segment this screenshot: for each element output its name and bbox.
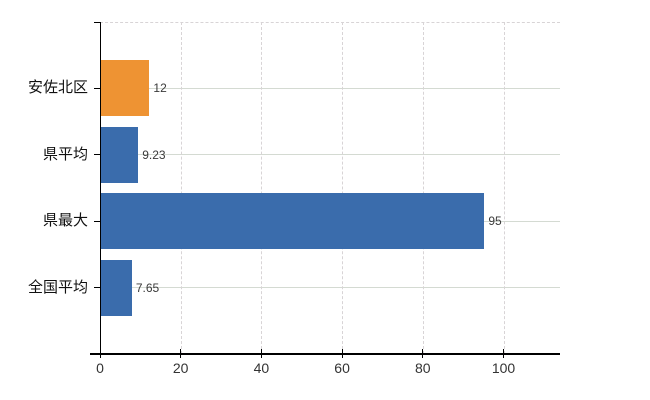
x-tick-label: 80 — [415, 360, 431, 376]
bar-value-label: 12 — [153, 81, 167, 96]
category-label: 県最大 — [42, 212, 88, 230]
x-axis-line — [90, 353, 560, 355]
y-axis-line — [99, 22, 101, 354]
gridline-horizontal — [100, 87, 560, 89]
gridline-horizontal — [100, 287, 560, 289]
gridline-vertical — [180, 22, 182, 354]
category-tick — [94, 287, 101, 289]
bar — [101, 60, 150, 117]
category-tick — [94, 154, 101, 156]
bar-value-label: 9.23 — [142, 147, 166, 162]
gridline-vertical — [422, 22, 424, 354]
gridline-vertical — [342, 22, 344, 354]
x-axis-tick — [260, 349, 262, 358]
x-axis-tick — [99, 349, 101, 358]
gridline-horizontal — [100, 154, 560, 156]
category-label: 安佐北区 — [27, 79, 88, 97]
y-axis-top-tick — [94, 22, 100, 23]
bar — [101, 259, 132, 316]
bar — [101, 126, 139, 183]
category-label: 全国平均 — [27, 278, 88, 296]
category-label: 県平均 — [42, 145, 88, 163]
x-axis-tick — [341, 349, 343, 358]
bar-value-label: 7.65 — [135, 280, 160, 295]
gridline-vertical — [503, 22, 505, 354]
x-axis-tick — [422, 349, 424, 358]
x-tick-label: 40 — [253, 360, 270, 376]
bar — [101, 193, 485, 250]
x-axis-tick — [180, 349, 182, 358]
gridline-vertical — [261, 22, 263, 354]
x-tick-label: 0 — [96, 360, 104, 376]
x-tick-label: 100 — [491, 360, 516, 376]
plot-top-border — [100, 22, 560, 23]
category-tick — [94, 87, 101, 89]
x-axis-tick — [503, 349, 504, 358]
x-tick-label: 20 — [172, 360, 189, 376]
category-tick — [94, 220, 101, 222]
bar-value-label: 95 — [488, 214, 502, 229]
x-tick-label: 60 — [334, 360, 350, 376]
